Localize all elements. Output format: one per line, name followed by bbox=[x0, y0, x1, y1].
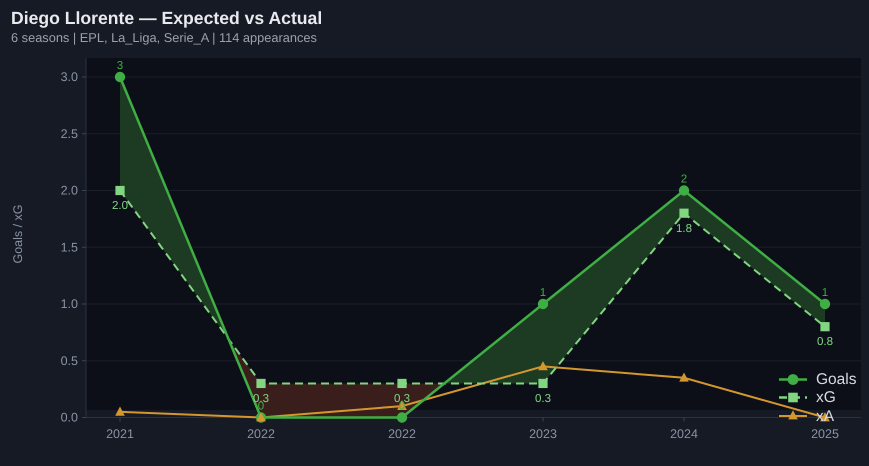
svg-text:0.3: 0.3 bbox=[253, 393, 269, 405]
svg-text:xA: xA bbox=[816, 408, 835, 425]
svg-text:1.5: 1.5 bbox=[61, 240, 78, 254]
svg-text:2021: 2021 bbox=[106, 427, 134, 441]
svg-text:1.0: 1.0 bbox=[61, 297, 78, 311]
svg-text:0.3: 0.3 bbox=[535, 393, 551, 405]
svg-text:2023: 2023 bbox=[529, 427, 557, 441]
svg-text:2022: 2022 bbox=[247, 427, 275, 441]
svg-text:2025: 2025 bbox=[811, 427, 839, 441]
svg-text:xG: xG bbox=[816, 389, 836, 406]
svg-text:1.8: 1.8 bbox=[676, 223, 692, 235]
svg-text:2.0: 2.0 bbox=[61, 184, 78, 198]
svg-text:2: 2 bbox=[681, 174, 687, 186]
svg-text:0.0: 0.0 bbox=[61, 411, 78, 425]
svg-text:0.5: 0.5 bbox=[61, 354, 78, 368]
svg-text:3: 3 bbox=[117, 60, 123, 72]
svg-text:2022: 2022 bbox=[388, 427, 416, 441]
svg-text:2.0: 2.0 bbox=[112, 200, 128, 212]
svg-text:Goals / xG: Goals / xG bbox=[11, 204, 25, 263]
svg-text:1: 1 bbox=[822, 287, 828, 299]
svg-text:Goals: Goals bbox=[816, 371, 857, 388]
svg-text:1: 1 bbox=[540, 287, 546, 299]
svg-text:0.8: 0.8 bbox=[817, 336, 833, 348]
svg-text:2.5: 2.5 bbox=[61, 127, 78, 141]
svg-text:0.3: 0.3 bbox=[394, 393, 410, 405]
svg-text:3.0: 3.0 bbox=[61, 70, 78, 84]
svg-text:2024: 2024 bbox=[670, 427, 698, 441]
